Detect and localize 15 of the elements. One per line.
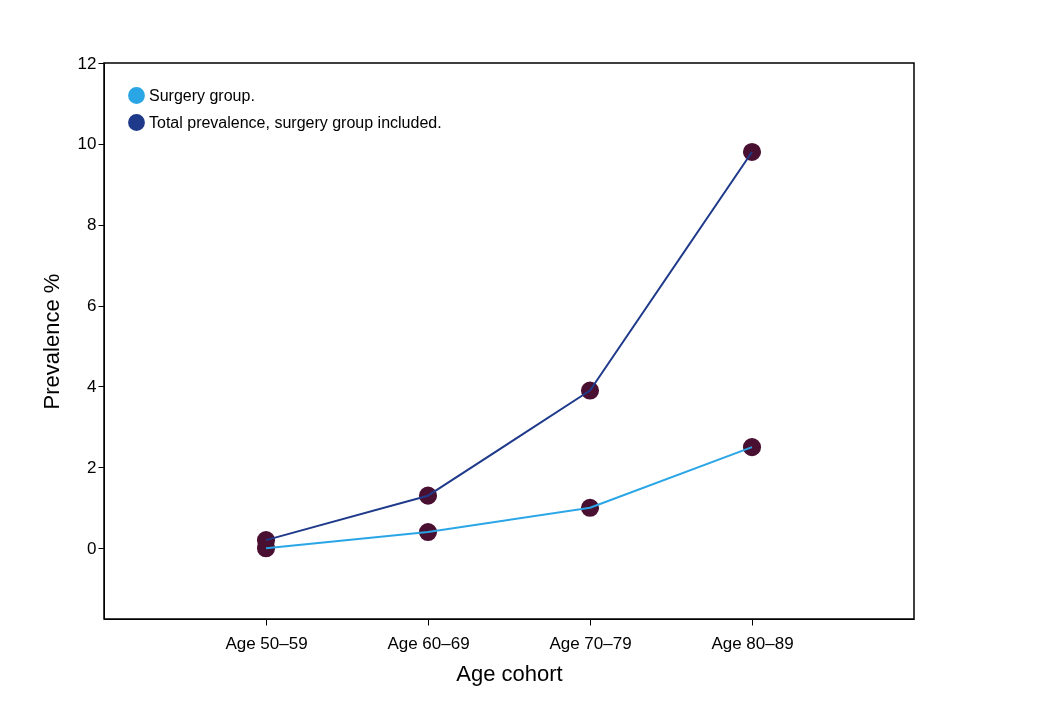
y-axis-title: Prevalence % [38,273,64,410]
x-tick-label: Age 70–79 [549,633,632,653]
legend-label: Surgery group. [149,86,255,104]
x-tick-label: Age 80–89 [711,633,794,653]
y-tick-label: 8 [87,215,97,235]
x-tick-label: Age 50–59 [225,633,308,653]
y-tick-label: 2 [87,457,97,477]
y-tick-label: 12 [77,53,97,73]
y-tick-label: 10 [77,134,97,154]
legend-label: Total prevalence, surgery group included. [149,113,442,131]
x-tick-label: Age 60–69 [387,633,470,653]
x-axis-title: Age cohort [456,660,563,686]
y-tick-label: 6 [87,296,97,316]
y-tick-label: 0 [87,538,97,558]
y-tick-label: 4 [87,376,97,396]
